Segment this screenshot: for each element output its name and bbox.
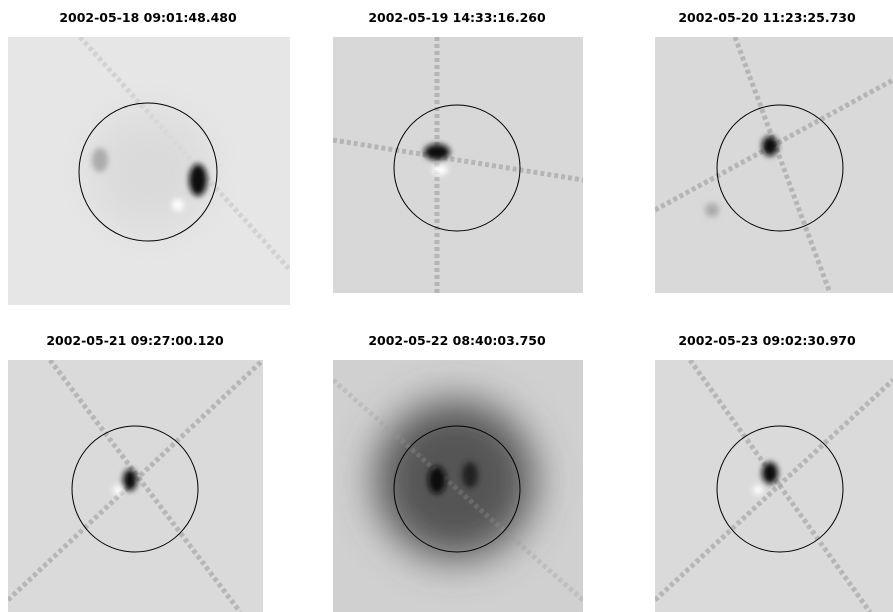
panel: 2002-05-21 09:27:00.120 (8, 333, 263, 612)
panel-title: 2002-05-20 11:23:25.730 (678, 10, 856, 25)
image (655, 37, 893, 293)
panel: 2002-05-23 09:02:30.970 (655, 333, 893, 612)
page: 2002-05-18 09:01:48.480 2002-05-19 14:33… (0, 0, 893, 612)
image (8, 360, 263, 612)
image (8, 37, 290, 305)
panel: 2002-05-19 14:33:16.260 (333, 10, 583, 293)
panel-title: 2002-05-21 09:27:00.120 (46, 333, 224, 348)
image (655, 360, 893, 612)
panel: 2002-05-18 09:01:48.480 (8, 10, 290, 305)
panel-title: 2002-05-18 09:01:48.480 (59, 10, 237, 25)
image (333, 360, 583, 612)
image (333, 37, 583, 293)
panel-title: 2002-05-22 08:40:03.750 (368, 333, 546, 348)
panel-title: 2002-05-23 09:02:30.970 (678, 333, 856, 348)
panel: 2002-05-20 11:23:25.730 (655, 10, 893, 293)
panel: 2002-05-22 08:40:03.750 (333, 333, 583, 612)
panel-title: 2002-05-19 14:33:16.260 (368, 10, 546, 25)
